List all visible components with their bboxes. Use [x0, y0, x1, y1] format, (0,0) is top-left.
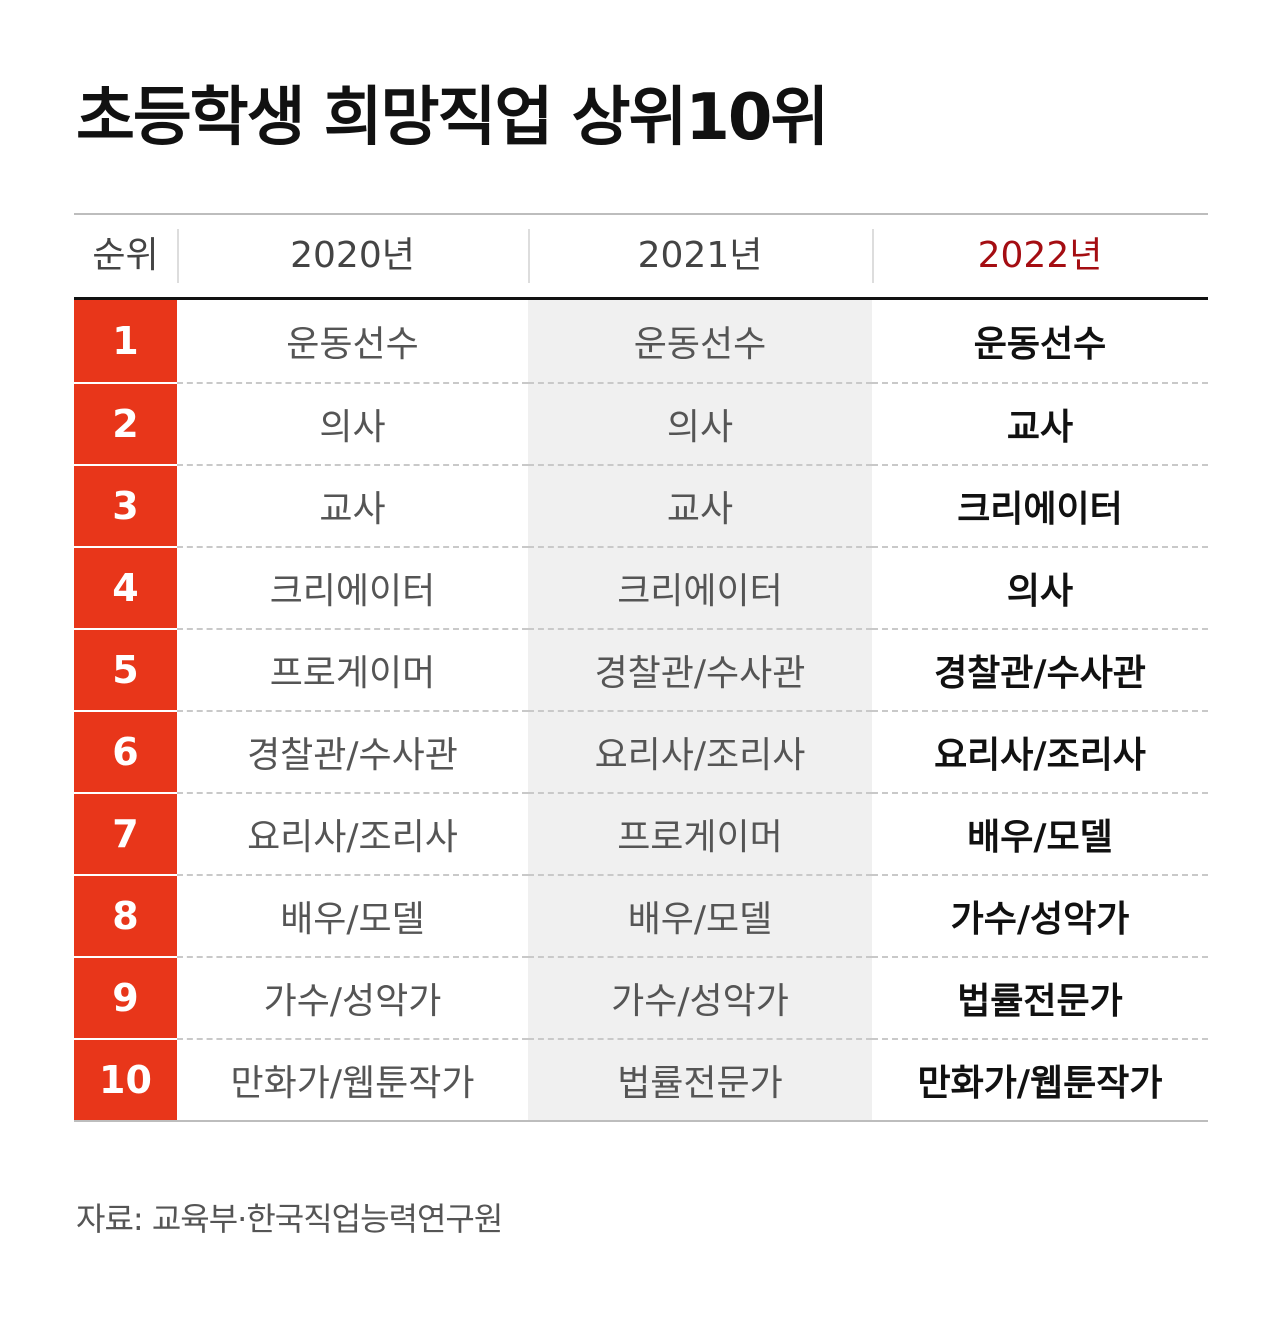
header-2020: 2020년 [177, 227, 528, 285]
table-row: 4 크리에이터 크리에이터 의사 [74, 546, 1208, 628]
cell-2021: 크리에이터 [528, 546, 872, 628]
cell-2022: 요리사/조리사 [872, 710, 1208, 792]
cell-2021: 가수/성악가 [528, 956, 872, 1038]
cell-2021: 경찰관/수사관 [528, 628, 872, 710]
rank-cell: 10 [74, 1038, 177, 1120]
cell-2021: 법률전문가 [528, 1038, 872, 1120]
table-row: 7 요리사/조리사 프로게이머 배우/모델 [74, 792, 1208, 874]
cell-2021: 의사 [528, 382, 872, 464]
cell-2022: 만화가/웹툰작가 [872, 1038, 1208, 1120]
cell-2022: 크리에이터 [872, 464, 1208, 546]
rank-cell: 6 [74, 710, 177, 792]
rank-cell: 3 [74, 464, 177, 546]
cell-2021: 요리사/조리사 [528, 710, 872, 792]
cell-2020: 운동선수 [286, 324, 419, 365]
rank-cell: 8 [74, 874, 177, 956]
rank-cell: 5 [74, 628, 177, 710]
rank-cell: 2 [74, 382, 177, 464]
rank-cell: 9 [74, 956, 177, 1038]
cell-2020: 경찰관/수사관 [177, 710, 528, 792]
cell-2020: 요리사/조리사 [177, 792, 528, 874]
cell-2022: 교사 [872, 382, 1208, 464]
table-row: 1 운동선수 운동선수 운동선수 [74, 300, 1208, 382]
cell-2020: 의사 [177, 382, 528, 464]
rank-cell: 1 [74, 300, 177, 382]
table-row: 9 가수/성악가 가수/성악가 법률전문가 [74, 956, 1208, 1038]
table-row: 8 배우/모델 배우/모델 가수/성악가 [74, 874, 1208, 956]
table-row: 6 경찰관/수사관 요리사/조리사 요리사/조리사 [74, 710, 1208, 792]
cell-2022: 법률전문가 [872, 956, 1208, 1038]
ranking-table: 순위 2020년 2021년 2022년 1 운동선수 운동선수 운동선수 2 의사 의사 교… [74, 213, 1208, 1122]
cell-2021: 배우/모델 [528, 874, 872, 956]
header-rank: 순위 [92, 235, 159, 276]
table-header: 순위 2020년 2021년 2022년 [74, 215, 1208, 300]
header-2021: 2021년 [528, 227, 872, 285]
table-body: 1 운동선수 운동선수 운동선수 2 의사 의사 교사 3 교사 교사 크리에이터 4 크리에이터 크리에이… [74, 300, 1208, 1120]
cell-2022: 가수/성악가 [872, 874, 1208, 956]
table-bottom-rule [74, 1120, 1208, 1122]
rank-cell: 7 [74, 792, 177, 874]
cell-2020: 만화가/웹툰작가 [177, 1038, 528, 1120]
cell-2020: 교사 [177, 464, 528, 546]
table-row: 2 의사 의사 교사 [74, 382, 1208, 464]
cell-2022: 경찰관/수사관 [872, 628, 1208, 710]
chart-title: 초등학생 희망직업 상위10위 [76, 81, 829, 155]
table-top-rule [74, 213, 1208, 215]
source-note: 자료: 교육부·한국직업능력연구원 [76, 1200, 503, 1238]
cell-2022: 운동선수 [973, 324, 1107, 365]
cell-2021: 교사 [528, 464, 872, 546]
cell-2020: 가수/성악가 [177, 956, 528, 1038]
cell-2020: 프로게이머 [177, 628, 528, 710]
cell-2020: 크리에이터 [177, 546, 528, 628]
cell-2020: 배우/모델 [177, 874, 528, 956]
cell-2021: 운동선수 [528, 300, 872, 382]
header-2022: 2022년 [872, 227, 1208, 285]
cell-2022: 의사 [872, 546, 1208, 628]
cell-2022: 배우/모델 [872, 792, 1208, 874]
table-row: 3 교사 교사 크리에이터 [74, 464, 1208, 546]
table-row: 5 프로게이머 경찰관/수사관 경찰관/수사관 [74, 628, 1208, 710]
rank-cell: 4 [74, 546, 177, 628]
cell-2021: 프로게이머 [528, 792, 872, 874]
table-row: 10 만화가/웹툰작가 법률전문가 만화가/웹툰작가 [74, 1038, 1208, 1120]
